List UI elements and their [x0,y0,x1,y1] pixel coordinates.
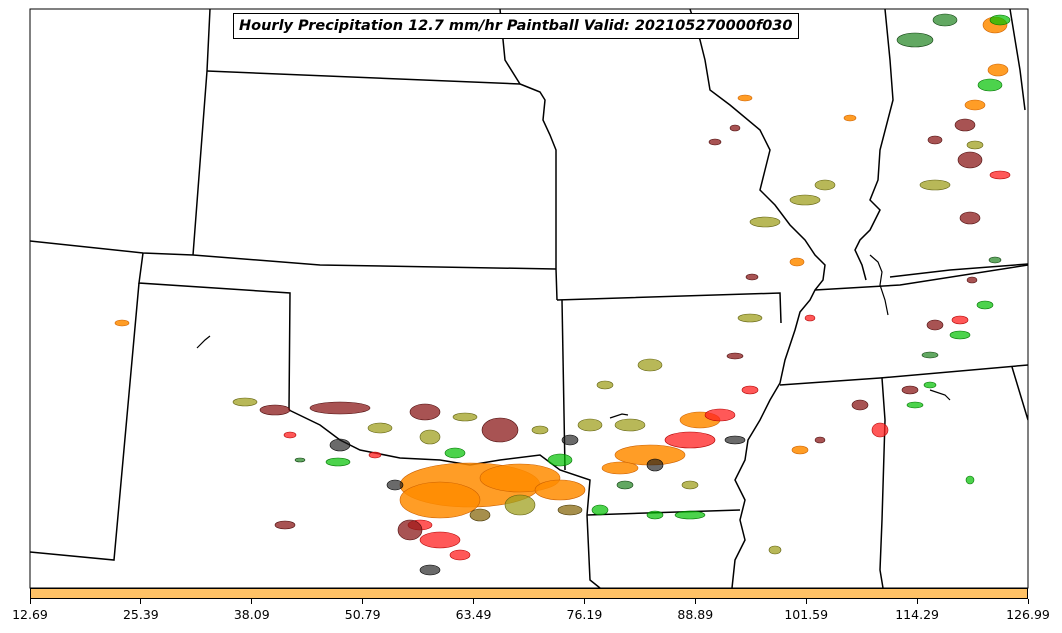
colorbar-tick-mark [140,599,142,604]
colorbar-tick-label: 38.09 [233,607,270,622]
colorbar-tick-mark [916,599,918,604]
state-borders [30,9,1028,588]
colorbar-tick-label: 88.89 [677,607,714,622]
colorbar [30,588,1028,599]
map-title: Hourly Precipitation 12.7 mm/hr Paintbal… [233,13,799,39]
colorbar-tick-mark [694,599,696,604]
colorbar-tick-mark [362,599,364,604]
colorbar-tick-label: 63.49 [455,607,492,622]
colorbar-tick-label: 25.39 [122,607,159,622]
colorbar-tick-label: 101.59 [784,607,829,622]
colorbar-tick-label: 50.79 [344,607,381,622]
lakes [196,254,951,419]
colorbar-tick-mark [473,599,475,604]
colorbar-tick-mark [1027,599,1029,604]
colorbar-tick-label: 114.29 [895,607,939,622]
colorbar-tick-label: 12.69 [12,607,48,622]
map-title-text: Hourly Precipitation 12.7 mm/hr Paintbal… [239,18,793,34]
colorbar-tick-label: 76.19 [566,607,603,622]
colorbar-tick-mark [251,599,253,604]
colorbar-tick-mark [29,599,31,604]
colorbar-tick-mark [583,599,585,604]
colorbar-tick-mark [805,599,807,604]
colorbar-tick-label: 126.99 [1006,607,1050,622]
precipitation-blobs [114,13,1011,576]
